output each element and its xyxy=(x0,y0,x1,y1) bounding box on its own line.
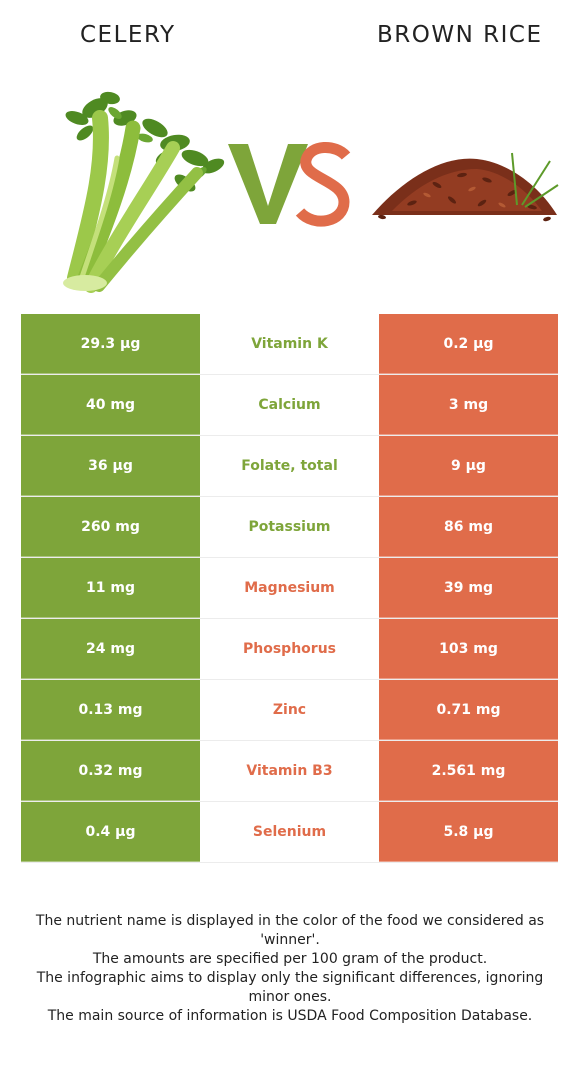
footer-line-2: The amounts are specified per 100 gram o… xyxy=(92,951,488,967)
right-food-title: BROWN RICE xyxy=(377,22,543,48)
table-row: 0.32 mg Vitamin B3 2.561 mg xyxy=(21,741,558,802)
left-value: 36 µg xyxy=(21,436,200,496)
left-value: 0.4 µg xyxy=(21,802,200,862)
nutrient-name: Folate, total xyxy=(200,436,379,496)
right-value: 0.2 µg xyxy=(379,314,558,374)
footer-line-3: The infographic aims to display only the… xyxy=(36,970,544,1005)
comparison-table: 29.3 µg Vitamin K 0.2 µg 40 mg Calcium 3 mg 36… xyxy=(21,314,558,863)
table-row: 0.13 mg Zinc 0.71 mg xyxy=(21,680,558,741)
footer-notes: The nutrient name is displayed in the co… xyxy=(18,912,562,1026)
left-food-title: CELERY xyxy=(80,22,176,48)
left-value: 0.32 mg xyxy=(21,741,200,801)
brown-rice-image xyxy=(372,152,559,222)
left-value: 29.3 µg xyxy=(21,314,200,374)
right-value: 39 mg xyxy=(379,558,558,618)
right-value: 0.71 mg xyxy=(379,680,558,740)
right-value: 5.8 µg xyxy=(379,802,558,862)
table-row: 40 mg Calcium 3 mg xyxy=(21,375,558,436)
celery-image xyxy=(63,91,225,293)
nutrient-name: Zinc xyxy=(200,680,379,740)
nutrient-name: Magnesium xyxy=(200,558,379,618)
left-value: 24 mg xyxy=(21,619,200,679)
right-value: 103 mg xyxy=(379,619,558,679)
right-value: 86 mg xyxy=(379,497,558,557)
table-row: 11 mg Magnesium 39 mg xyxy=(21,558,558,619)
right-value: 3 mg xyxy=(379,375,558,435)
nutrient-name: Phosphorus xyxy=(200,619,379,679)
nutrient-name: Calcium xyxy=(200,375,379,435)
vs-mark xyxy=(228,142,351,227)
table-row: 29.3 µg Vitamin K 0.2 µg xyxy=(21,314,558,375)
nutrient-name: Vitamin K xyxy=(200,314,379,374)
table-row: 36 µg Folate, total 9 µg xyxy=(21,436,558,497)
left-value: 11 mg xyxy=(21,558,200,618)
right-value: 2.561 mg xyxy=(379,741,558,801)
nutrient-name: Vitamin B3 xyxy=(200,741,379,801)
left-value: 40 mg xyxy=(21,375,200,435)
footer-line-4: The main source of information is USDA F… xyxy=(47,1008,533,1024)
left-value: 260 mg xyxy=(21,497,200,557)
footer-line-1: The nutrient name is displayed in the co… xyxy=(35,913,545,948)
right-value: 9 µg xyxy=(379,436,558,496)
nutrient-name: Potassium xyxy=(200,497,379,557)
table-row: 24 mg Phosphorus 103 mg xyxy=(21,619,558,680)
table-row: 0.4 µg Selenium 5.8 µg xyxy=(21,802,558,863)
left-value: 0.13 mg xyxy=(21,680,200,740)
nutrient-name: Selenium xyxy=(200,802,379,862)
table-row: 260 mg Potassium 86 mg xyxy=(21,497,558,558)
